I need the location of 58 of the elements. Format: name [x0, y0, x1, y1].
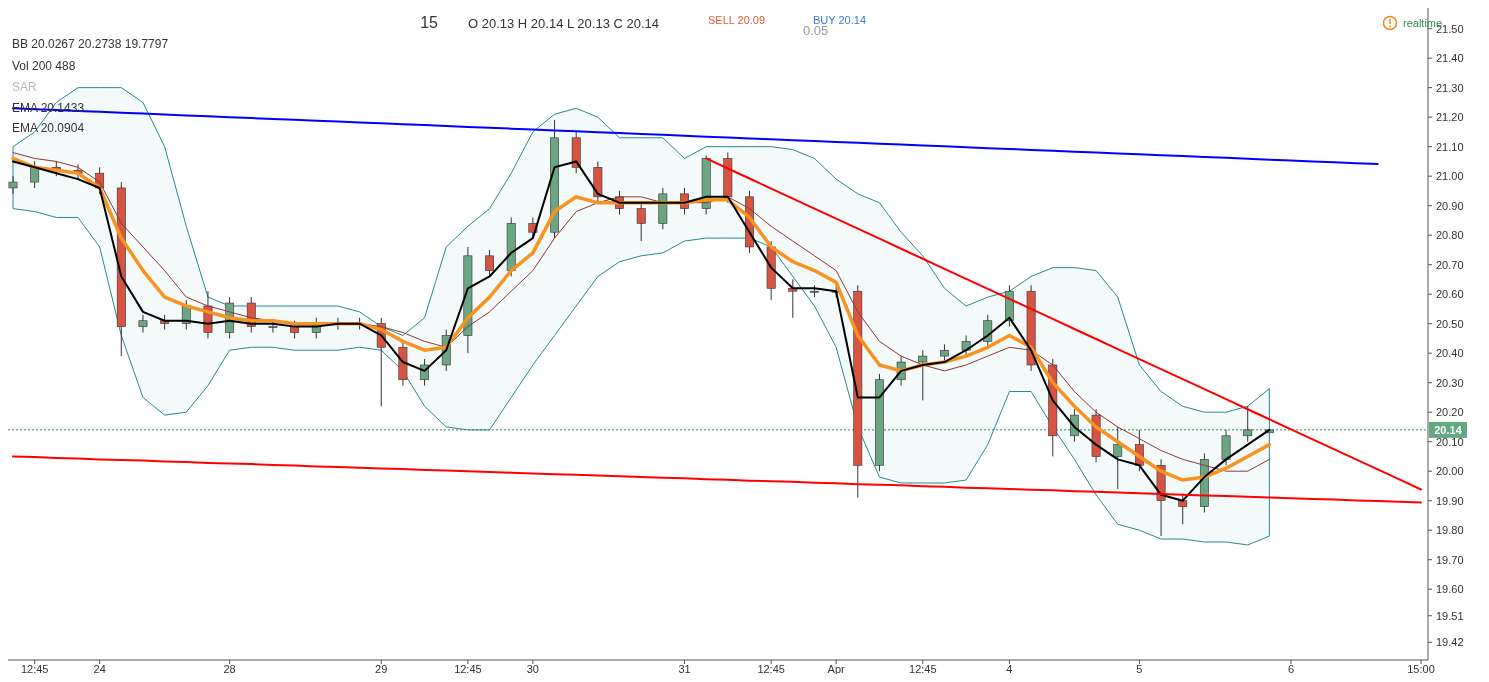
- y-tick-label: 20.60: [1436, 288, 1464, 301]
- candlestick: [1221, 429, 1231, 466]
- x-tick-label: 28: [223, 663, 236, 675]
- y-tick-label: 21.40: [1436, 52, 1464, 65]
- candlestick: [918, 349, 928, 401]
- candlestick: [8, 175, 18, 195]
- y-tick-label: 20.70: [1436, 258, 1464, 271]
- annotation: 0.05: [803, 23, 829, 38]
- y-tick-label: 21.20: [1436, 111, 1464, 124]
- x-tick-label: 4: [1006, 663, 1013, 675]
- y-tick-label: 21.30: [1436, 81, 1464, 94]
- y-tick-label: 19.90: [1436, 494, 1464, 507]
- y-tick-label: 19.60: [1436, 583, 1464, 596]
- x-tick-label: 12:45: [20, 663, 49, 675]
- x-tick-label: 5: [1136, 663, 1143, 675]
- x-tick-label: 29: [375, 663, 388, 675]
- y-tick-label: 20.00: [1436, 465, 1464, 478]
- annotation: O 20.13 H 20.14 L 20.13 C 20.14: [468, 16, 660, 31]
- annotation: BUY 20.14: [813, 14, 867, 26]
- y-tick-label: 20.40: [1436, 347, 1464, 360]
- candlestick: [636, 202, 646, 242]
- x-tick-label: 12:45: [454, 663, 482, 675]
- annotation: BB 20.0267 20.2738 19.7797: [12, 37, 169, 51]
- y-tick-label: 20.20: [1436, 406, 1464, 419]
- y-tick-label: 20.50: [1436, 317, 1464, 330]
- y-tick-label: 19.42: [1436, 636, 1464, 649]
- x-tick-label: 31: [678, 663, 691, 675]
- x-tick-label: 15:00: [1407, 663, 1435, 675]
- candlestick: [1178, 494, 1188, 525]
- x-tick-label: 12:45: [757, 663, 785, 675]
- chart-title: 15: [420, 14, 439, 31]
- y-tick-label: 20.30: [1436, 376, 1464, 389]
- candlestick: [788, 278, 798, 319]
- candlestick: [485, 249, 494, 277]
- candlestick: [30, 160, 40, 189]
- y-tick-label: 19.80: [1436, 524, 1464, 537]
- y-tick-label: 19.70: [1436, 553, 1464, 566]
- candlestick: [1243, 405, 1253, 443]
- x-tick-label: 24: [93, 663, 106, 675]
- ref-line-label: 20.14: [1434, 423, 1463, 436]
- y-tick-label: 19.51: [1436, 609, 1464, 622]
- x-tick-label: 12:45: [909, 663, 937, 675]
- x-tick-label: 6: [1287, 663, 1295, 675]
- annotation: EMA 20.0904: [12, 121, 85, 135]
- annotation: Vol 200 488: [12, 59, 76, 73]
- candlestick: [268, 320, 278, 334]
- y-tick-label: 21.00: [1436, 170, 1464, 183]
- candlestick: [138, 314, 148, 334]
- y-tick-label: 21.10: [1436, 140, 1464, 153]
- line-series: [12, 455, 1422, 504]
- annotation: SELL 20.09: [708, 14, 766, 26]
- y-tick-label: 20.80: [1436, 229, 1464, 242]
- x-tick-label: 30: [526, 663, 539, 675]
- line-series: [705, 157, 1422, 491]
- annotation: SAR: [12, 80, 38, 94]
- candlestick: [1113, 426, 1123, 490]
- y-tick-label: 20.90: [1436, 199, 1464, 212]
- y-tick-label: 20.10: [1436, 435, 1464, 448]
